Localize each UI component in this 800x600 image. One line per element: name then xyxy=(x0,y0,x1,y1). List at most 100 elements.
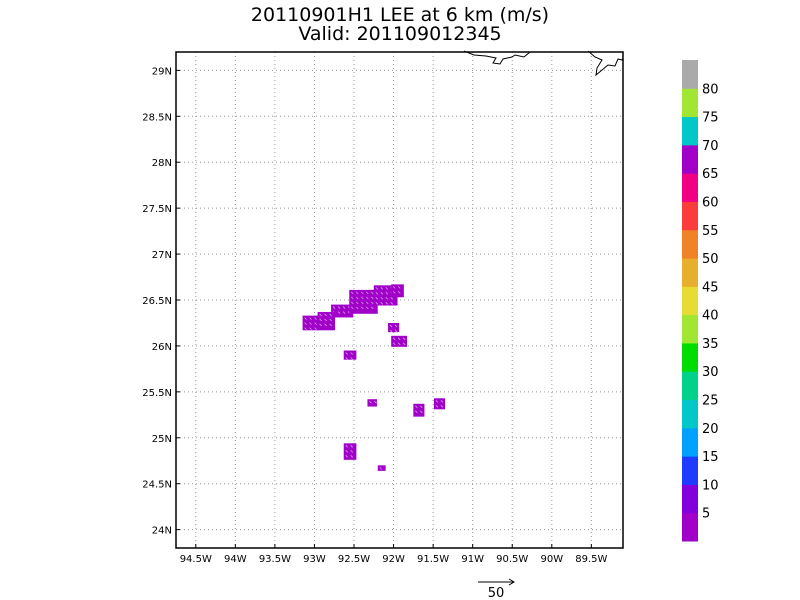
data-patch xyxy=(388,322,400,333)
data-patch-fill xyxy=(343,350,357,360)
wind-vector xyxy=(385,302,389,305)
wind-vector xyxy=(435,399,439,403)
data-patch xyxy=(302,315,319,331)
wind-vector xyxy=(380,297,384,300)
wind-vector xyxy=(385,292,389,295)
lat-tick-label: 24.5N xyxy=(142,480,172,491)
data-patch xyxy=(413,403,425,417)
vector-key: 50 xyxy=(478,578,515,600)
colorbar-swatch xyxy=(682,456,698,485)
wind-vector xyxy=(350,455,354,458)
lat-tick-label: 25.5N xyxy=(142,388,172,399)
lon-tick-label: 93.5W xyxy=(259,554,291,565)
wind-vector xyxy=(392,337,396,341)
wind-vector xyxy=(319,323,322,327)
wind-vector xyxy=(324,318,327,322)
wind-vector xyxy=(314,317,317,320)
wind-vector xyxy=(329,313,332,317)
wind-vector xyxy=(350,352,354,355)
data-patch xyxy=(343,350,357,360)
wind-vector xyxy=(355,306,359,310)
wind-vector xyxy=(314,327,317,330)
lat-tick-label: 28N xyxy=(152,158,172,169)
colorbar-swatch xyxy=(682,201,698,231)
wind-vector xyxy=(304,322,307,325)
wind-vector xyxy=(369,400,372,404)
wind-vector xyxy=(392,291,396,294)
wind-vector xyxy=(397,291,401,294)
colorbar-label: 70 xyxy=(702,139,719,154)
wind-vector xyxy=(390,302,394,305)
colorbar-swatch xyxy=(682,286,698,316)
wind-vector xyxy=(397,286,401,289)
wind-vector xyxy=(440,399,444,403)
lon-tick-label: 94W xyxy=(224,554,247,565)
wind-vector xyxy=(360,301,364,305)
colorbar-label: 25 xyxy=(702,394,719,409)
wind-vector xyxy=(402,342,406,346)
wind-vector xyxy=(360,291,364,295)
colorbar-swatch xyxy=(682,60,698,89)
wind-vector xyxy=(345,450,349,453)
vector-key-arrowhead xyxy=(508,578,515,586)
wind-vector xyxy=(370,306,374,310)
wind-vector xyxy=(337,311,341,314)
wind-speed-data xyxy=(302,284,445,471)
wind-vector xyxy=(324,313,327,317)
colorbar-label: 55 xyxy=(702,224,719,239)
wind-vector xyxy=(350,306,354,310)
wind-vector xyxy=(385,287,389,290)
colorbar-label: 5 xyxy=(702,507,710,522)
colorbar-swatch xyxy=(682,399,698,429)
wind-vector xyxy=(380,292,384,295)
lat-tick-label: 26.5N xyxy=(142,296,172,307)
wind-vector xyxy=(304,327,307,330)
data-patch xyxy=(343,443,357,460)
wind-vector xyxy=(309,327,312,330)
colorbar-swatch xyxy=(682,88,698,118)
wind-vector xyxy=(309,317,312,320)
lon-tick-label: 91W xyxy=(461,554,484,565)
wind-vector xyxy=(309,322,312,325)
wind-vector xyxy=(394,324,398,328)
colorbar-swatch xyxy=(682,116,698,146)
lon-tick-label: 90W xyxy=(540,554,563,565)
coastline-segment xyxy=(587,50,624,77)
wind-vector xyxy=(397,337,401,341)
wind-vector xyxy=(332,306,336,309)
wind-vector xyxy=(319,318,322,322)
axis-tick-labels: 94.5W 94W 93.5W 93W 92.5W 92W 91.5W 91W 90.5W 90W… xyxy=(142,66,607,565)
lat-tick-label: 29N xyxy=(152,66,172,77)
lon-tick-label: 90.5W xyxy=(496,554,528,565)
wind-vector xyxy=(345,352,349,355)
wind-vector xyxy=(355,296,359,300)
data-patch-fill xyxy=(388,322,400,333)
wind-vector xyxy=(375,292,379,295)
wind-vector xyxy=(420,410,423,414)
wind-vector xyxy=(420,405,423,409)
wind-vector xyxy=(440,404,444,408)
wind-vector xyxy=(304,317,307,320)
wind-vector xyxy=(355,301,359,305)
data-patch xyxy=(349,289,378,314)
lat-tick-label: 24N xyxy=(152,526,172,537)
wind-vector xyxy=(389,329,393,333)
wind-vector xyxy=(350,450,354,453)
colorbar-swatch xyxy=(682,229,698,259)
wind-vector xyxy=(390,297,394,300)
colorbar: 5 10 15 20 25 30 35 40 45 50 55 60 65 70 75 80 xyxy=(682,60,719,542)
wind-vector xyxy=(360,296,364,300)
coastline-segment xyxy=(463,50,531,65)
colorbar-swatch xyxy=(682,173,698,202)
wind-vector xyxy=(365,291,369,295)
wind-vector xyxy=(392,286,396,289)
colorbar-label: 20 xyxy=(702,422,719,437)
wind-vector xyxy=(350,301,354,305)
colorbar-swatch xyxy=(682,342,698,372)
colorbar-label: 80 xyxy=(702,82,719,97)
colorbar-label: 45 xyxy=(702,280,719,295)
colorbar-label: 30 xyxy=(702,365,719,380)
colorbar-label: 50 xyxy=(702,252,719,267)
data-patch-fill xyxy=(349,289,378,314)
